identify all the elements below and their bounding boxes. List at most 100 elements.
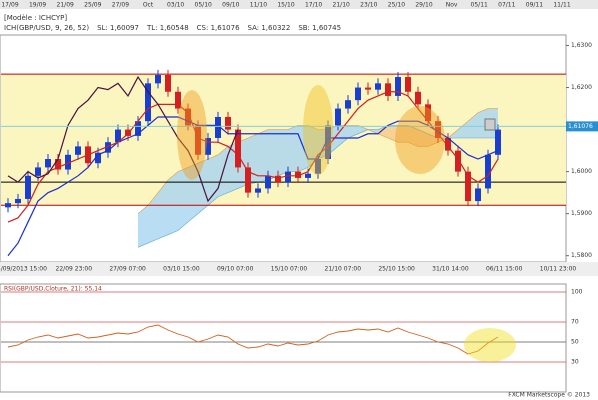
top-axis-label: Oct — [143, 2, 154, 9]
candle-body — [425, 104, 431, 122]
highlight-ellipse — [303, 85, 333, 175]
top-axis-label: 25/09 — [84, 2, 101, 9]
indicator-line — [7, 91, 499, 223]
candle-body — [135, 121, 141, 136]
rsi-panel — [0, 283, 567, 393]
top-axis-label: 23/10 — [360, 2, 377, 9]
cloud-segment — [418, 129, 428, 147]
candle-body — [65, 154, 71, 170]
cloud-segment — [208, 154, 218, 206]
x-tick-label: 25/10 15:00 — [378, 266, 415, 273]
cloud-segment — [398, 125, 408, 143]
indicator-line — [7, 116, 499, 257]
top-axis-label: 09/10 — [222, 2, 239, 9]
indicator-legend: CS: 1,61076 — [197, 24, 240, 32]
candle-body — [395, 77, 401, 96]
cloud-segment — [288, 125, 298, 172]
rsi-line — [7, 324, 499, 355]
x-tick-label: 10/11 23:00 — [540, 266, 577, 273]
candle-body — [265, 175, 271, 189]
candle-body — [445, 137, 451, 151]
indicator-legend: SL: 1,60097 — [97, 24, 139, 32]
top-axis-label: 17/10 — [305, 2, 322, 9]
cloud-segment — [348, 125, 358, 138]
y-tick-label: 70 — [571, 319, 579, 326]
cloud-segment — [178, 167, 188, 231]
x-tick-label: 15/10 07:00 — [271, 266, 308, 273]
top-axis-label: 11/11 — [553, 2, 570, 9]
candle-body — [165, 74, 171, 92]
candle-body — [415, 91, 421, 105]
top-axis-label: 11/10 — [250, 2, 267, 9]
candle-body — [145, 83, 151, 122]
x-tick-label: 21/10 07:00 — [325, 266, 362, 273]
candle-body — [195, 125, 201, 155]
candle-body — [275, 175, 281, 183]
candle-body — [215, 116, 221, 138]
indicator-legend: SA: 1,60322 — [248, 24, 291, 32]
top-axis-label: 07/11 — [498, 2, 515, 9]
candle-body — [245, 167, 251, 193]
indicator-line — [7, 75, 239, 203]
top-axis-label: 15/10 — [277, 2, 294, 9]
y-tick-label: 1,5900 — [571, 210, 592, 217]
bottom-axis-bar — [0, 262, 598, 276]
y-tick-label: 100 — [571, 289, 583, 296]
candle-body — [345, 100, 351, 109]
cloud-segment — [138, 205, 148, 248]
y-tick-label: 50 — [571, 339, 579, 346]
top-axis-label: 27/09 — [112, 2, 129, 9]
candle-body — [95, 152, 101, 164]
candle-body — [115, 129, 121, 143]
candle-body — [55, 159, 61, 170]
candle-body — [465, 171, 471, 202]
candle-body — [495, 129, 501, 155]
candle-body — [475, 188, 481, 202]
candle-body — [485, 154, 491, 189]
cloud-segment — [258, 129, 268, 183]
candle-body — [235, 129, 241, 168]
candle-body — [355, 87, 361, 101]
top-axis-label: 05/10 — [195, 2, 212, 9]
y-tick-label: 30 — [571, 359, 579, 366]
x-tick-label: 22/09 23:00 — [56, 266, 93, 273]
candle-body — [375, 83, 381, 90]
candle-body — [25, 175, 31, 199]
candle-body — [45, 159, 51, 168]
cloud-segment — [188, 163, 198, 223]
cloud-segment — [478, 108, 488, 138]
candle-body — [125, 129, 131, 136]
candle-body — [255, 188, 261, 193]
candle-body — [285, 171, 291, 183]
top-axis-label: 09/11 — [526, 2, 543, 9]
x-tick-label: 31/10 14:00 — [432, 266, 469, 273]
candle-body — [405, 77, 411, 92]
last-price-label: 1,61076 — [568, 123, 593, 130]
candle-body — [185, 108, 191, 126]
x-tick-label: 03/10 15:00 — [163, 266, 200, 273]
cloud-segment — [458, 121, 468, 138]
candle-body — [5, 203, 11, 208]
candle-body — [325, 125, 331, 160]
cloud-segment — [298, 125, 308, 172]
candle-body — [435, 121, 441, 138]
top-axis-label: 25/10 — [388, 2, 405, 9]
top-axis-label: 03/10 — [167, 2, 184, 9]
candle-body — [385, 83, 391, 96]
indicator-legend: TL: 1,60548 — [146, 24, 189, 32]
model-label: [Modèle : ICHCYP] — [4, 14, 67, 22]
candle-body — [205, 137, 211, 155]
candle-body — [175, 91, 181, 109]
candle-body — [105, 142, 111, 153]
candle-body — [365, 87, 371, 90]
top-axis-label: 21/10 — [333, 2, 350, 9]
top-axis-label: 29/10 — [415, 2, 432, 9]
top-axis-label: Nov — [446, 2, 458, 9]
y-tick-label: 1,6300 — [571, 42, 592, 49]
x-tick-label: 27/09 07:00 — [109, 266, 146, 273]
cloud-segment — [278, 129, 288, 176]
candle-body — [35, 167, 41, 176]
candle-body — [225, 116, 231, 130]
cloud-segment — [308, 125, 318, 168]
